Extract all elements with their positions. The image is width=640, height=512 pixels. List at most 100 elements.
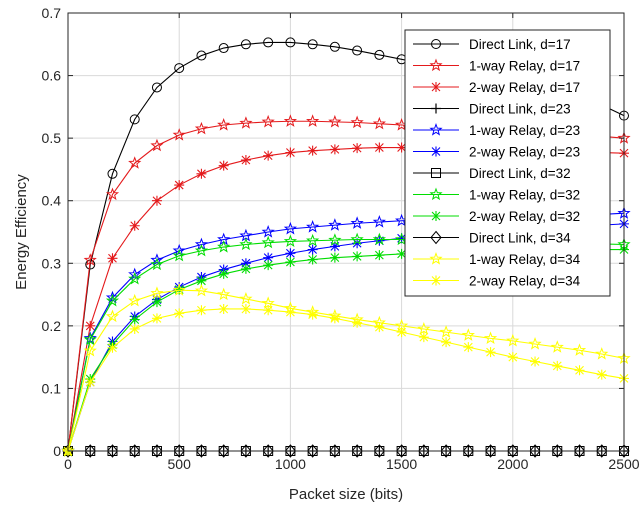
data-point (85, 320, 96, 331)
data-point (396, 327, 407, 338)
data-point (418, 444, 430, 458)
data-point (618, 444, 630, 458)
legend-marker (429, 252, 443, 265)
data-point (329, 444, 341, 458)
data-point (463, 342, 474, 353)
x-tick-label: 1000 (275, 456, 306, 472)
data-point (240, 155, 251, 166)
data-point (150, 257, 164, 271)
data-point (261, 225, 275, 238)
legend-entry: 2-way Relay, d=34 (413, 274, 581, 289)
legend-marker (431, 168, 441, 178)
data-point (306, 114, 320, 127)
data-point (283, 114, 297, 127)
legend-marker (429, 123, 443, 136)
data-point (329, 144, 340, 155)
data-point (172, 243, 186, 257)
legend-label: 1-way Relay, d=23 (469, 123, 580, 138)
data-point (194, 243, 209, 257)
data-point (106, 444, 119, 458)
data-point (417, 322, 431, 335)
data-point (196, 275, 207, 286)
data-point (150, 286, 164, 299)
data-point (329, 241, 340, 252)
data-point (307, 254, 318, 265)
data-point (328, 218, 342, 231)
data-point (372, 116, 386, 130)
data-point (307, 39, 318, 50)
data-point (350, 216, 364, 229)
y-tick-label: 0.2 (42, 318, 62, 334)
data-point (107, 253, 118, 264)
legend-entry: 2-way Relay, d=17 (413, 80, 580, 95)
data-point (83, 253, 97, 266)
data-point (283, 234, 297, 248)
y-tick-label: 0.7 (42, 5, 62, 21)
data-point (306, 444, 319, 458)
data-point (194, 237, 209, 251)
data-point (283, 221, 297, 235)
y-tick-label: 0.5 (42, 130, 62, 146)
data-point (195, 444, 208, 458)
data-point (128, 271, 142, 285)
data-point (374, 322, 385, 333)
data-point (396, 233, 407, 244)
data-point (595, 347, 609, 360)
data-point (239, 237, 253, 251)
legend-entry: Direct Link, d=32 (413, 166, 571, 181)
data-point (218, 303, 229, 314)
data-point (263, 150, 274, 161)
legend-label: Direct Link, d=17 (469, 37, 571, 52)
legend-label: 1-way Relay, d=17 (469, 59, 580, 74)
data-point (374, 235, 385, 246)
y-tick-label: 0 (53, 443, 61, 459)
data-point (194, 121, 209, 135)
data-point (85, 377, 96, 388)
x-tick-label: 500 (168, 456, 192, 472)
data-point (240, 263, 251, 274)
data-point (329, 313, 340, 324)
legend-marker (431, 275, 441, 286)
data-point (239, 292, 253, 305)
data-point (262, 444, 274, 458)
ticks: 0 500 1000 1500 2000 2500 0 0.1 0.2 0.3 0.4 0.5 0.6 0… (42, 5, 640, 472)
data-point (395, 444, 408, 458)
data-point (194, 283, 209, 297)
data-point (239, 116, 253, 129)
data-point (263, 260, 274, 271)
data-point (128, 156, 142, 169)
data-point (285, 257, 296, 268)
data-point (151, 82, 162, 93)
legend-marker (431, 103, 441, 114)
data-point (307, 145, 318, 156)
data-point (128, 293, 142, 307)
legend-label: 1-way Relay, d=32 (469, 188, 580, 203)
data-point (350, 232, 364, 246)
data-point (507, 352, 518, 363)
data-point (372, 232, 386, 246)
data-point (484, 444, 497, 458)
data-point (218, 160, 229, 171)
data-point (307, 244, 318, 255)
legend-label: Direct Link, d=34 (469, 231, 571, 246)
data-point (105, 187, 120, 201)
data-point (352, 317, 363, 328)
data-point (329, 41, 340, 52)
data-point (285, 37, 296, 48)
legend-box (404, 29, 611, 297)
data-point (552, 360, 563, 371)
data-point (573, 444, 586, 458)
data-point (240, 39, 251, 50)
data-point (240, 303, 251, 314)
data-point (284, 444, 297, 458)
data-point (285, 307, 296, 318)
data-point (172, 248, 186, 262)
legend-marker (431, 146, 441, 157)
data-point (374, 250, 385, 261)
legend-entry: 2-way Relay, d=23 (413, 145, 580, 160)
data-point (150, 138, 164, 152)
data-point (196, 168, 207, 179)
legend-marker (429, 187, 443, 201)
data-point (151, 313, 162, 324)
